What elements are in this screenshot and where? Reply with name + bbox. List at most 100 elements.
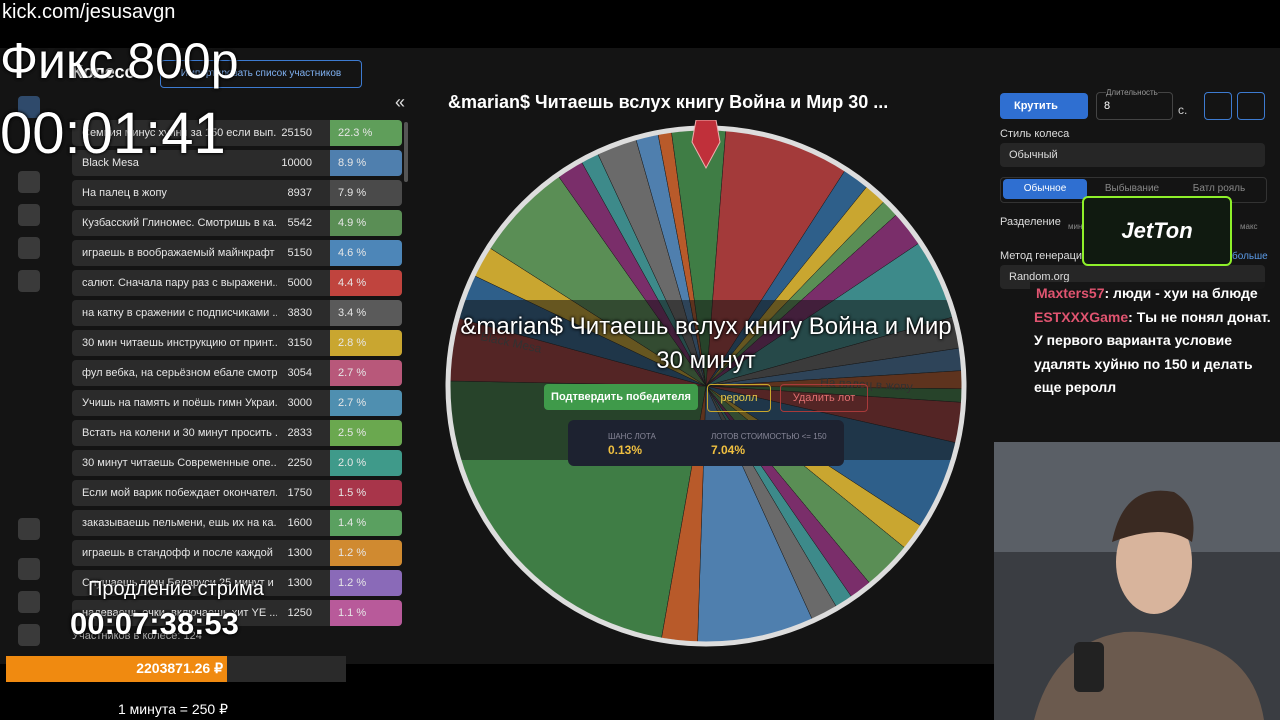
lot-name: играешь в стандофф и после каждой ... [82,547,277,559]
lot-percent: 2.7 % [330,390,402,416]
music-button[interactable] [1237,92,1265,120]
github-icon[interactable] [18,558,40,580]
sponsor-logo: JetTon [1082,196,1232,266]
lot-name: Слушаешь гимн Беларуси 25 минут и ... [82,577,277,589]
mode-tab[interactable]: Обычное [1003,179,1087,199]
lot-amount: 3830 [287,307,312,319]
import-button[interactable]: Импортировать список участников [160,60,362,88]
lot-percent: 4.6 % [330,240,402,266]
stats-panel: ШАНС ЛОТА 0.13% ЛОТОВ СТОИМОСТЬЮ <= 150 … [568,420,844,466]
lot-row: 30 мин читаешь инструкцию от принт... 315… [72,330,402,356]
donate-icon[interactable] [18,624,40,646]
lot-amount: 2833 [287,427,312,439]
lot-row: играешь в стандофф и после каждой ... 130… [72,540,402,566]
progress-fill [6,656,227,682]
lot-percent: 1.2 % [330,570,402,596]
lot-percent: 1.2 % [330,540,402,566]
lot-name: Black Mesa [82,157,139,169]
amount: 2203871.26 ₽ [136,660,223,676]
reroll-button[interactable]: реролл [707,384,771,412]
lot-percent-text: 2.8 % [338,337,367,349]
lot-percent-text: 1.2 % [338,547,367,559]
lot-percent: 2.0 % [330,450,402,476]
lot-percent: 2.5 % [330,420,402,446]
wheel-icon[interactable] [18,96,40,118]
method-label: Метод генерации [1000,250,1089,262]
lot-name: фул вебка, на серьёзном ебале смотр... [82,367,277,379]
lot-percent: 8.9 % [330,150,402,176]
more-link[interactable]: больше [1232,251,1268,262]
collapse-button[interactable]: « [395,92,406,112]
chat-message: Maxters57: люди - хуи на блюде [1030,282,1280,306]
shield-icon[interactable] [18,237,40,259]
winner-text: &marian$ Читаешь вслух книгу Война и Мир… [460,313,952,374]
lot-name: Если мой варик побеждает окончател... [82,487,277,499]
media-icon[interactable] [18,270,40,292]
lot-percent-text: 8.9 % [338,157,367,169]
lot-percent-text: 1.1 % [338,607,367,619]
lot-amount: 5150 [287,247,312,259]
split-max: макс [1240,222,1258,231]
lot-row: фул вебка, на серьёзном ебале смотр... 30… [72,360,402,386]
lot-name: 30 минут читаешь Современные опе... [82,457,277,469]
mode-tab[interactable]: Батл рояль [1192,183,1246,194]
fix-price: Фикс 800р [0,33,239,89]
lot-percent: 4.9 % [330,210,402,236]
translate-icon[interactable] [18,518,40,540]
duration-value: 8 [1104,100,1111,112]
settings-icon[interactable] [18,171,40,193]
lot-amount: 3054 [287,367,312,379]
lot-name: 30 мин читаешь инструкцию от принт... [82,337,277,349]
chat-text: : люди - хуи на блюде [1104,285,1258,301]
mode-tab[interactable]: Выбывание [1104,183,1160,194]
lot-amount: 5542 [287,217,312,229]
lot-row: салют. Сначала пару раз с выражени... 500… [72,270,402,296]
lot-name: играешь в воображаемый майнкрафт ... [82,247,277,259]
lot-percent-text: 1.2 % [338,577,367,589]
lot-percent-text: 2.7 % [338,367,367,379]
cheap-value: 7.04% [711,443,746,457]
lot-name: салют. Сначала пару раз с выражени... [82,277,277,289]
lot-row: Семпия минус хуйня за 150 если вып... 251… [72,120,402,146]
lot-name: Семпия минус хуйня за 150 если вып... [82,127,277,139]
lot-amount: 1300 [287,547,312,559]
lot-row: надеваешь очки, включаешь хит YE ... 1250… [72,600,402,626]
chat-text: : Ты не понял донат. У первого варианта … [1034,308,1271,396]
channel-url: kick.com/jesusavgn [2,1,176,23]
lot-amount: 1600 [287,517,312,529]
lot-name: надеваешь очки, включаешь хит YE ... [82,607,277,619]
layers-icon[interactable] [18,204,40,226]
lot-percent: 3.4 % [330,300,402,326]
lot-amount: 1300 [287,577,312,589]
lot-amount: 25150 [281,127,312,139]
rate: 1 минута = 250 ₽ [118,701,229,717]
dice-button[interactable] [1204,92,1232,120]
lot-percent: 4.4 % [330,270,402,296]
timer: 00:01:41 [0,101,226,166]
extension-label: Продление стрима [88,578,264,600]
confirm-button[interactable]: Подтвердить победителя [544,384,698,410]
wheel: На палец в жопу Black Mesa [440,120,972,647]
lot-amount: 10000 [281,157,312,169]
telegram-icon[interactable] [18,591,40,613]
lot-percent-text: 1.4 % [338,517,367,529]
pointer [691,120,721,170]
style-select[interactable]: Обычный [1000,143,1265,167]
delete-button[interactable]: Удалить лот [780,384,868,412]
lot-name: На палец в жопу [82,187,167,199]
lot-percent-text: 4.6 % [338,247,367,259]
lot-amount: 1750 [287,487,312,499]
lot-name: Кузбасский Глиномес. Смотришь в ка... [82,217,277,229]
lot-percent-text: 2.5 % [338,427,367,439]
chance-value: 0.13% [608,443,643,457]
duration-unit: с. [1178,103,1188,117]
lot-row: Если мой варик побеждает окончател... 175… [72,480,402,506]
chat-user: ESTXXXGame [1034,308,1129,325]
lot-percent-text: 1.5 % [338,487,367,499]
lot-amount: 5000 [287,277,312,289]
lot-amount: 3000 [287,397,312,409]
spin-button[interactable]: Крутить [1000,93,1088,119]
lot-amount: 3150 [287,337,312,349]
lot-name: Учишь на память и поёшь гимн Украи... [82,397,277,409]
